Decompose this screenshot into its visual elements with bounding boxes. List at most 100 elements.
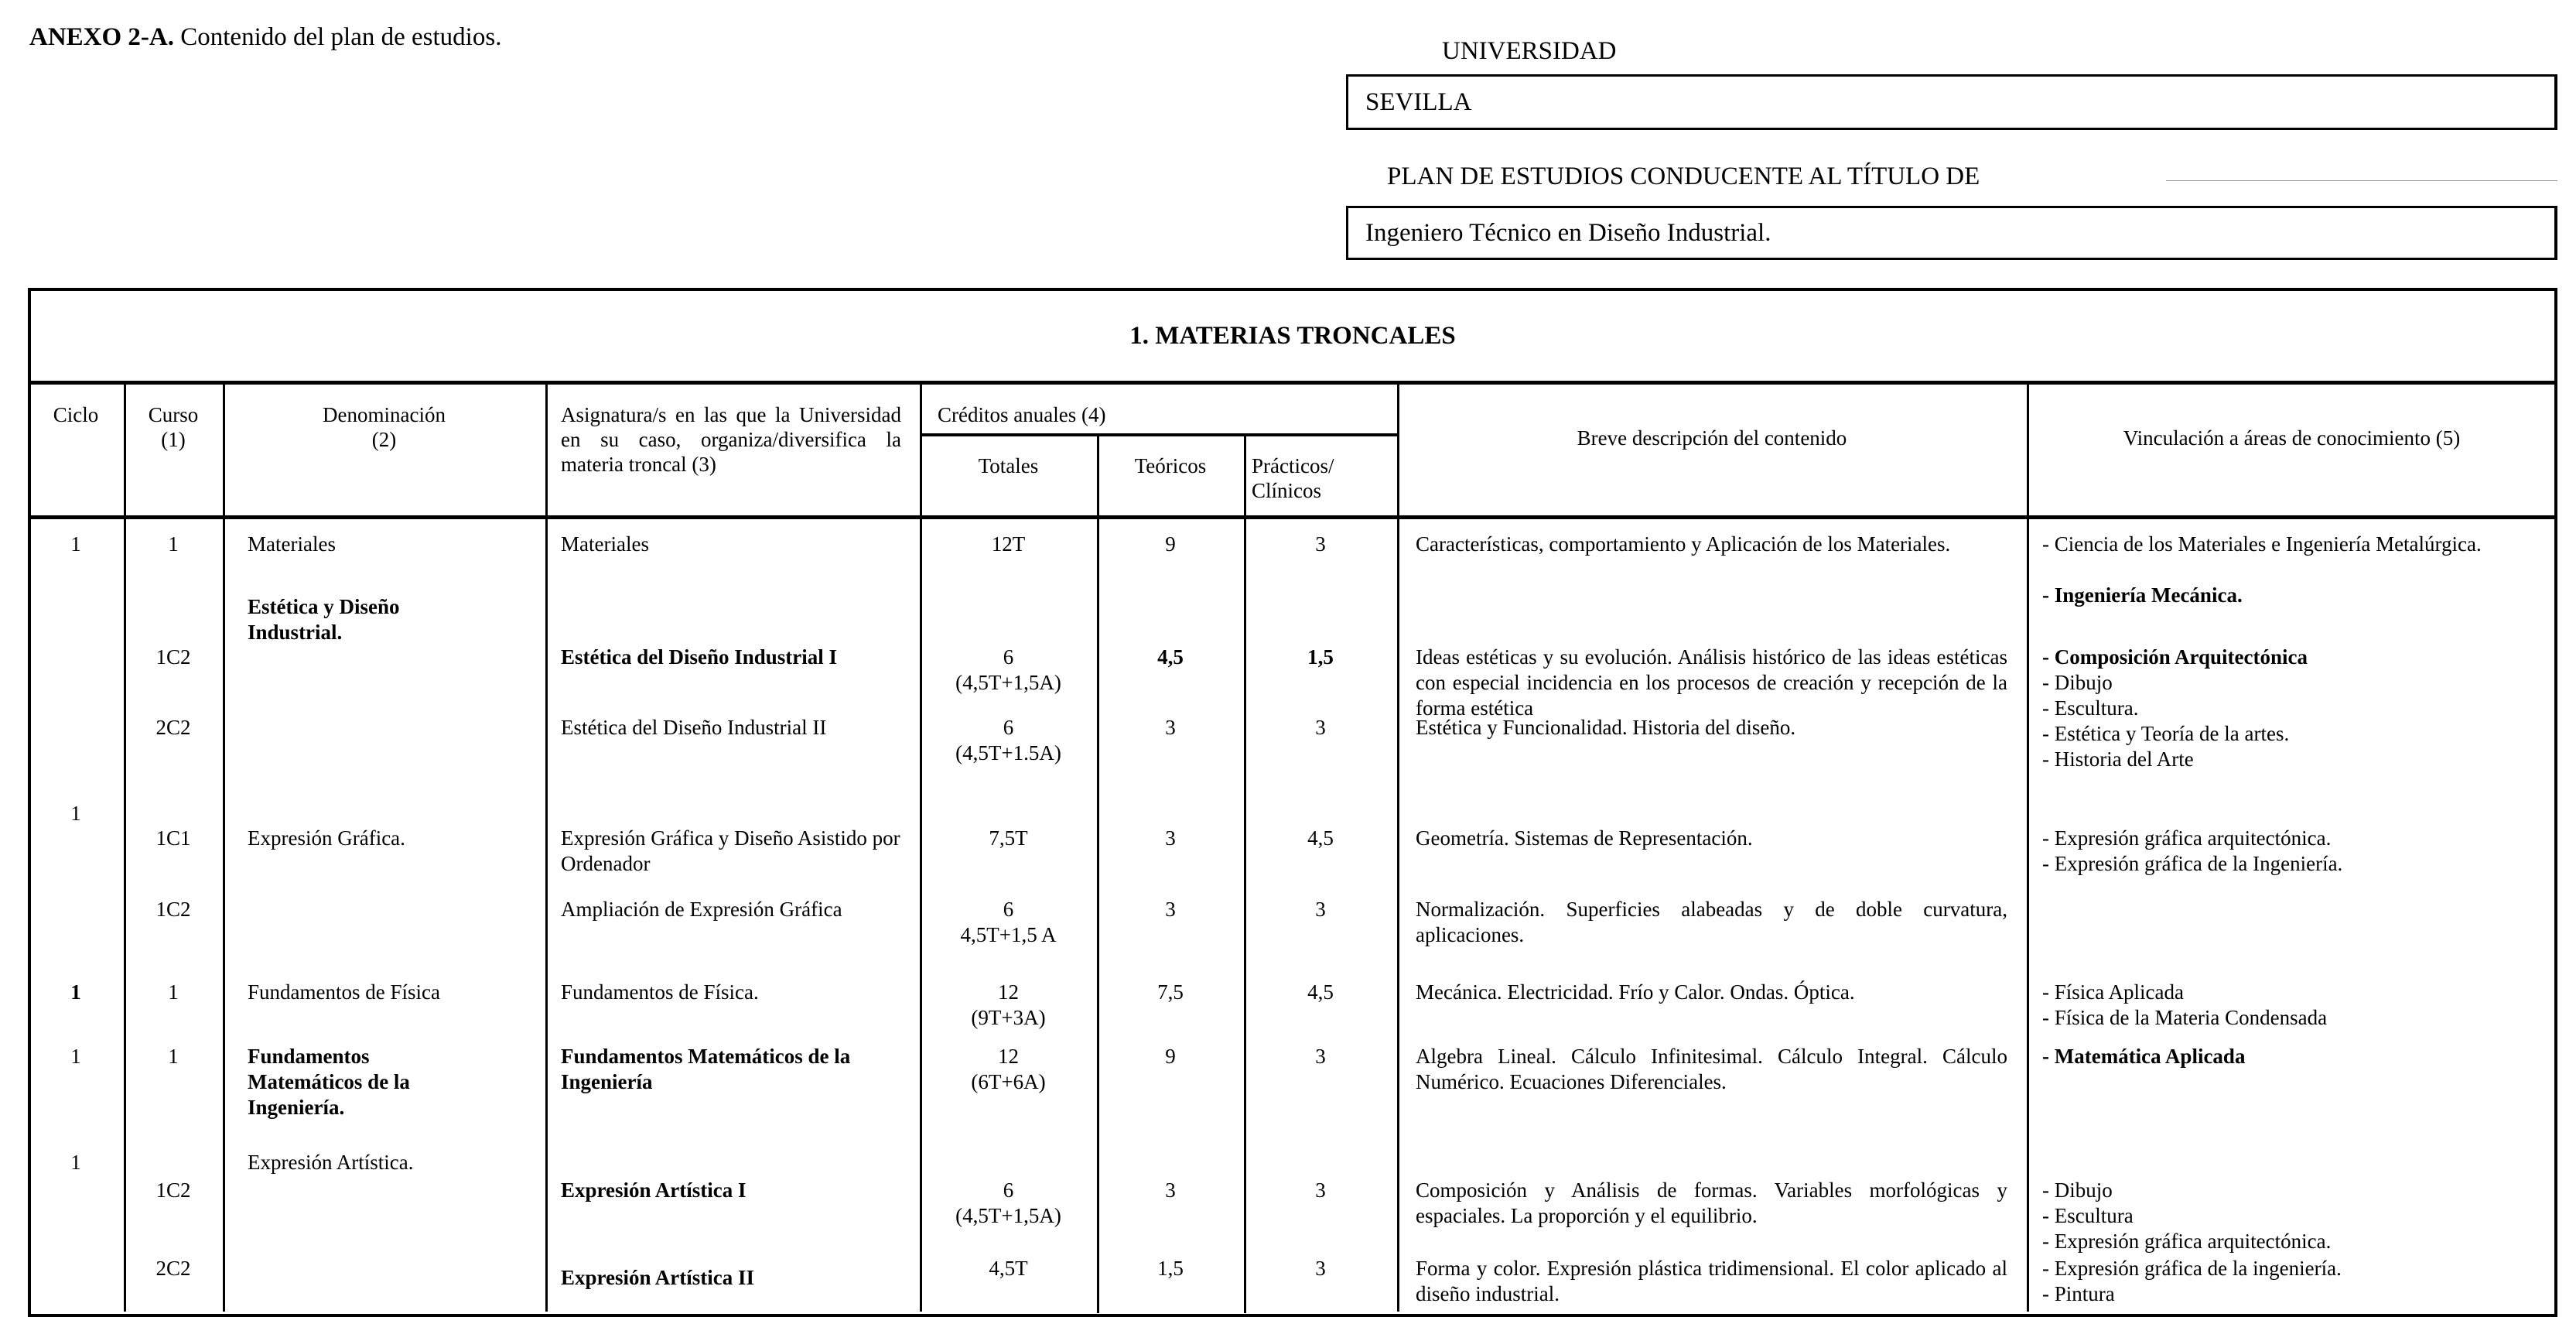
- cell-teoricos: 3: [1165, 826, 1176, 850]
- divider: [2166, 180, 2557, 181]
- area-item: - Matemática Aplicada: [2042, 1045, 2246, 1068]
- cell-practicos: 3: [1315, 898, 1326, 921]
- area-item: - Estética y Teoría de la artes.: [2042, 722, 2290, 745]
- cell-practicos: 3: [1315, 1178, 1326, 1202]
- cell-asignatura: Expresión Gráfica y Diseño Asistido por …: [561, 826, 900, 875]
- cell-descripcion: Geometría. Sistemas de Representación.: [1416, 826, 1753, 850]
- cell-curso: 1C1: [155, 826, 191, 850]
- cell-denominacion: Expresión Artística.: [248, 1151, 414, 1174]
- cell-ciclo: 1: [70, 980, 81, 1004]
- header-totales: Totales: [978, 454, 1039, 477]
- cell-curso: 2C2: [155, 1257, 191, 1280]
- cell-curso: 1C2: [155, 1178, 191, 1202]
- cell-teoricos: 3: [1165, 1178, 1176, 1202]
- annex-code: ANEXO 2-A.: [29, 23, 174, 51]
- cell-practicos: 3: [1315, 1045, 1326, 1068]
- annex-subtitle: Contenido del plan de estudios.: [180, 23, 502, 51]
- cell-asignatura: Estética del Diseño Industrial II: [561, 716, 827, 739]
- column-divider: [2027, 383, 2029, 1312]
- university-box: SEVILLA: [1346, 74, 2557, 130]
- cell-asignatura: Expresión Artística I: [561, 1178, 746, 1202]
- column-divider: [223, 383, 225, 1312]
- plan-box: Ingeniero Técnico en Diseño Industrial.: [1346, 206, 2557, 260]
- cell-totales: 12 (6T+6A): [971, 1045, 1046, 1093]
- cell-asignatura: Fundamentos de Física.: [561, 980, 759, 1004]
- cell-asignatura: Estética del Diseño Industrial I: [561, 645, 838, 669]
- cell-practicos: 3: [1315, 716, 1326, 739]
- cell-totales: 4,5T: [989, 1257, 1028, 1280]
- cell-curso: 1: [168, 532, 179, 556]
- area-item: - Expresión gráfica de la ingeniería.: [2042, 1257, 2342, 1280]
- title-divider: [28, 381, 2557, 385]
- header-teoricos: Teóricos: [1134, 454, 1207, 477]
- column-divider: [124, 383, 126, 1312]
- creditos-divider: [920, 433, 1397, 436]
- cell-totales: 12 (9T+3A): [971, 980, 1046, 1029]
- cell-teoricos: 7,5: [1157, 980, 1184, 1004]
- header-vinculacion: Vinculación a áreas de conocimiento (5): [2123, 426, 2461, 450]
- cell-asignatura: Ampliación de Expresión Gráfica: [561, 898, 842, 921]
- header-creditos: Créditos anuales (4): [938, 403, 1106, 426]
- cell-descripcion: Estética y Funcionalidad. Historia del d…: [1416, 716, 1796, 739]
- area-item: - Física de la Materia Condensada: [2042, 1006, 2328, 1029]
- plan-value: Ingeniero Técnico en Diseño Industrial.: [1365, 218, 1771, 247]
- cell-asignatura: Expresión Artística II: [561, 1266, 755, 1289]
- area-item: - Pintura: [2042, 1282, 2115, 1305]
- area-item: - Historia del Arte: [2042, 747, 2194, 771]
- area-item: - Dibujo: [2042, 1178, 2113, 1202]
- cell-ciclo: 1: [70, 1151, 81, 1174]
- table-title: 1. MATERIAS TRONCALES: [1129, 321, 1456, 350]
- area-item: - Ciencia de los Materiales e Ingeniería…: [2042, 532, 2482, 556]
- header-curso: Curso (1): [148, 403, 199, 451]
- cell-ciclo: 1: [70, 802, 81, 825]
- area-item: - Ingeniería Mecánica.: [2042, 583, 2243, 607]
- cell-teoricos: 3: [1165, 716, 1176, 739]
- cell-descripcion: Ideas estéticas y su evolución. Análisis…: [1416, 645, 2007, 720]
- area-item: - Expresión gráfica arquitectónica.: [2042, 1230, 2332, 1253]
- cell-practicos: 3: [1315, 532, 1326, 556]
- cell-asignatura: Materiales: [561, 532, 649, 556]
- cell-practicos: 4,5: [1307, 826, 1334, 850]
- cell-teoricos: 9: [1165, 1045, 1176, 1068]
- plan-label: PLAN DE ESTUDIOS CONDUCENTE AL TÍTULO DE: [1387, 162, 1980, 190]
- column-divider: [920, 383, 922, 1312]
- cell-curso: 2C2: [155, 716, 191, 739]
- cell-curso: 1: [168, 980, 179, 1004]
- cell-ciclo: 1: [70, 1045, 81, 1068]
- header-asignatura: Asignatura/s en las que la Universidad e…: [561, 403, 901, 476]
- column-divider: [1097, 435, 1099, 1313]
- cell-denominacion: Fundamentos Matemáticos de la Ingeniería…: [248, 1045, 410, 1119]
- cell-teoricos: 3: [1165, 898, 1176, 921]
- area-item: - Expresión gráfica arquitectónica.: [2042, 826, 2332, 850]
- header-descripcion: Breve descripción del contenido: [1577, 426, 1847, 450]
- header-practicos: Prácticos/ Clínicos: [1252, 454, 1334, 502]
- area-item: - Dibujo: [2042, 671, 2113, 694]
- area-item: - Escultura.: [2042, 696, 2139, 720]
- cell-descripcion: Características, comportamiento y Aplica…: [1416, 532, 1951, 556]
- cell-practicos: 3: [1315, 1257, 1326, 1280]
- cell-teoricos: 9: [1165, 532, 1176, 556]
- header-ciclo: Ciclo: [53, 403, 99, 426]
- area-item: - Expresión gráfica de la Ingeniería.: [2042, 852, 2343, 875]
- cell-ciclo: 1: [70, 532, 81, 556]
- cell-denominacion: Expresión Gráfica.: [248, 826, 405, 850]
- area-item: - Escultura: [2042, 1204, 2134, 1227]
- cell-curso: 1C2: [155, 645, 191, 669]
- cell-curso: 1C2: [155, 898, 191, 921]
- column-divider: [1397, 383, 1399, 1312]
- header-denominacion: Denominación (2): [323, 403, 446, 451]
- cell-descripcion: Mecánica. Electricidad. Frío y Calor. On…: [1416, 980, 1855, 1004]
- annex-title: ANEXO 2-A. Contenido del plan de estudio…: [29, 23, 501, 52]
- cell-descripcion: Forma y color. Expresión plástica tridim…: [1416, 1257, 2007, 1305]
- cell-practicos: 1,5: [1307, 645, 1334, 669]
- cell-totales: 6 (4,5T+1,5A): [955, 645, 1061, 694]
- area-item: - Física Aplicada: [2042, 980, 2184, 1004]
- cell-totales: 6 4,5T+1,5 A: [960, 898, 1057, 946]
- university-label: UNIVERSIDAD: [1442, 37, 1617, 65]
- cell-totales: 6 (4,5T+1.5A): [955, 716, 1061, 765]
- university-value: SEVILLA: [1365, 87, 1472, 116]
- cell-totales: 6 (4,5T+1,5A): [955, 1178, 1061, 1227]
- cell-practicos: 4,5: [1307, 980, 1334, 1004]
- cell-totales: 7,5T: [989, 826, 1028, 850]
- cell-descripcion: Normalización. Superficies alabeadas y d…: [1416, 898, 2007, 946]
